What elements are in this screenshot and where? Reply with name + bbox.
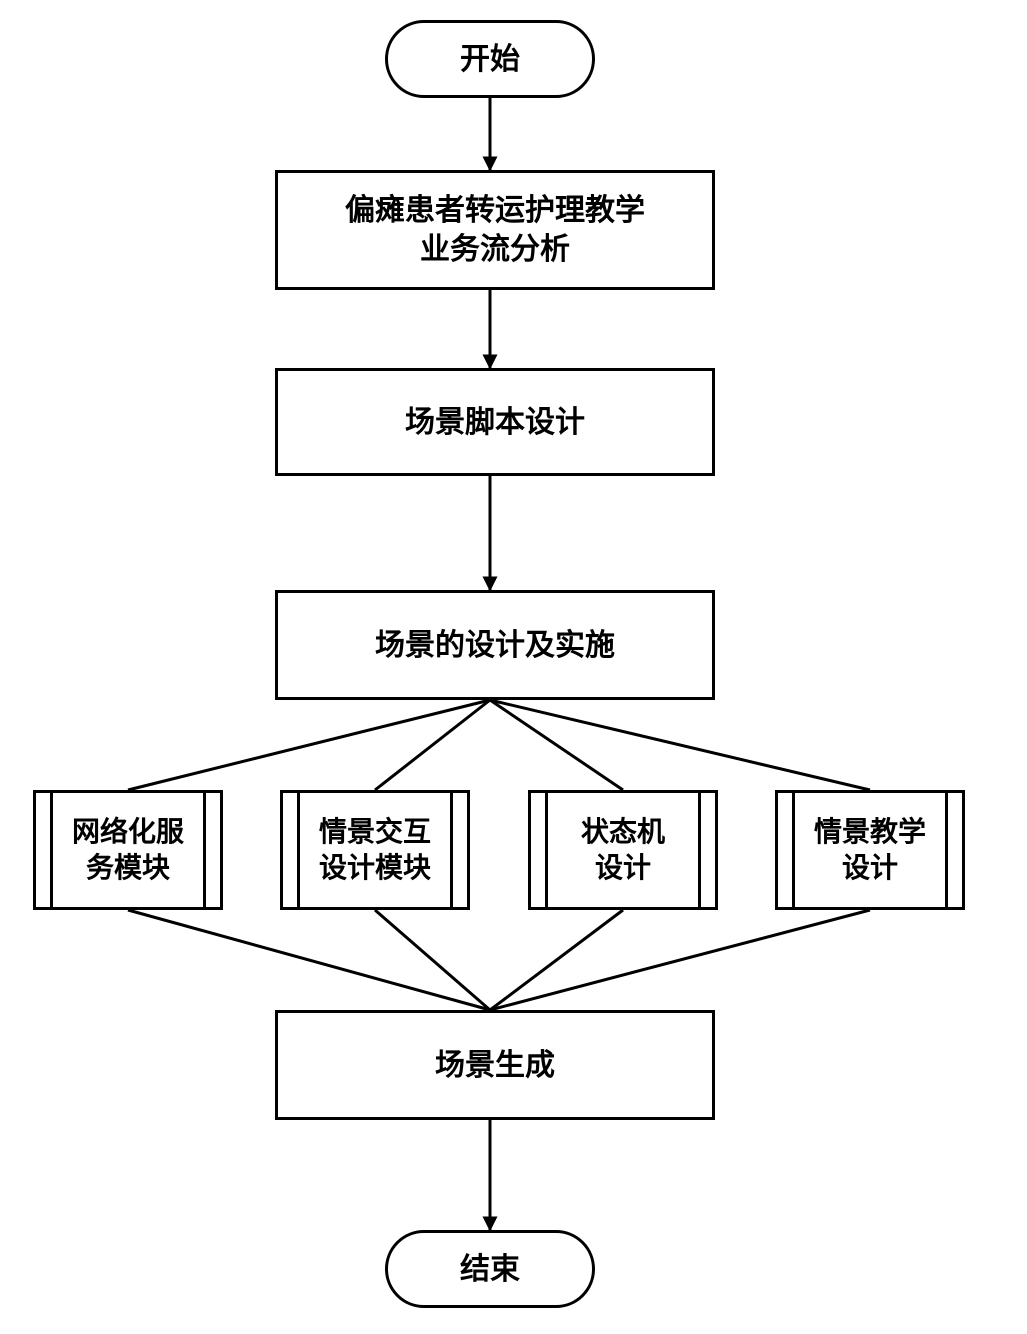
step3-label: 场景的设计及实施 xyxy=(375,626,615,665)
module-state-machine: 状态机设计 xyxy=(528,790,718,910)
flowchart-canvas: 开始 偏瘫患者转运护理教学业务流分析 场景脚本设计 场景的设计及实施 网络化服务… xyxy=(0,0,1027,1334)
end-label: 结束 xyxy=(460,1250,520,1289)
process-step-1: 偏瘫患者转运护理教学业务流分析 xyxy=(275,170,715,290)
module-scene-teaching: 情景教学设计 xyxy=(775,790,965,910)
step4-label: 场景生成 xyxy=(435,1046,555,1085)
step2-label: 场景脚本设计 xyxy=(405,403,585,442)
start-label: 开始 xyxy=(460,40,520,79)
end-node: 结束 xyxy=(385,1230,595,1308)
module-scene-interaction: 情景交互设计模块 xyxy=(280,790,470,910)
process-step-2: 场景脚本设计 xyxy=(275,368,715,476)
mod3-label: 状态机设计 xyxy=(581,814,665,887)
start-node: 开始 xyxy=(385,20,595,98)
mod1-label: 网络化服务模块 xyxy=(72,814,184,887)
mod2-label: 情景交互设计模块 xyxy=(319,814,431,887)
process-step-4: 场景生成 xyxy=(275,1010,715,1120)
module-network-service: 网络化服务模块 xyxy=(33,790,223,910)
process-step-3: 场景的设计及实施 xyxy=(275,590,715,700)
mod4-label: 情景教学设计 xyxy=(814,814,926,887)
step1-label: 偏瘫患者转运护理教学业务流分析 xyxy=(345,191,645,269)
